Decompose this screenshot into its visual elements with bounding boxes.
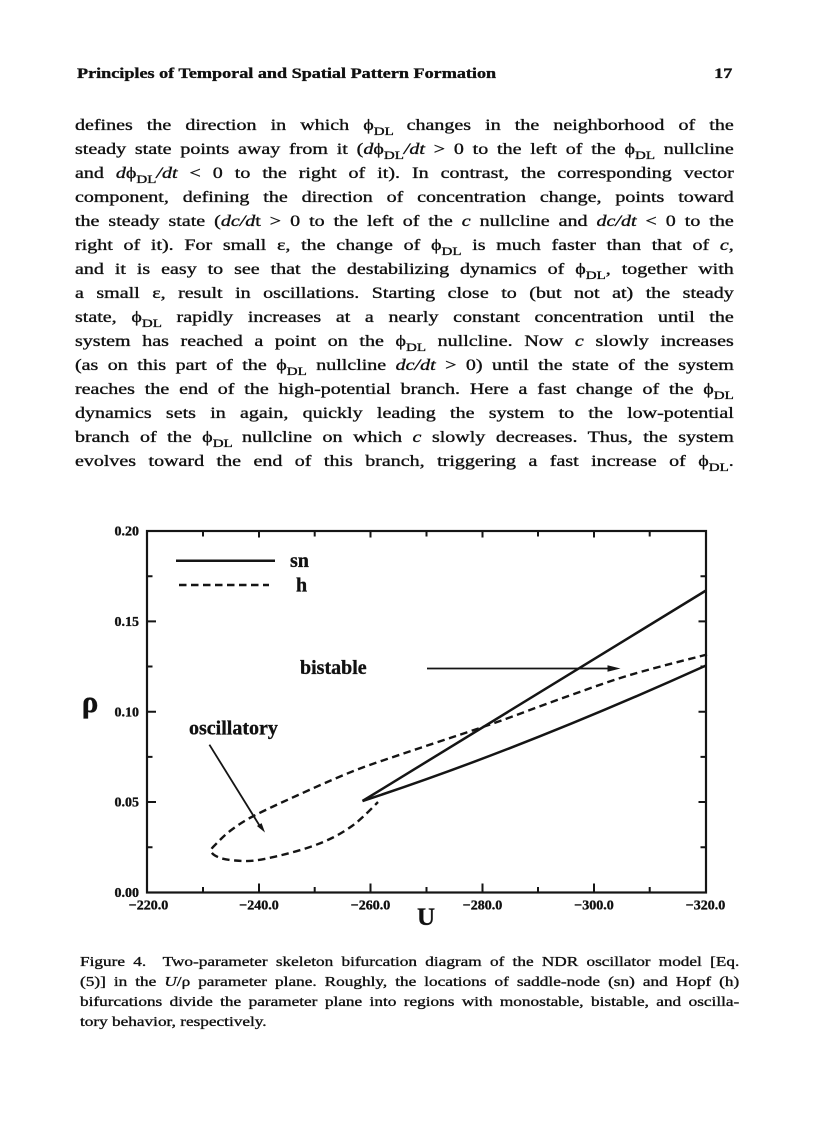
svg-text:0.00: 0.00 bbox=[115, 886, 140, 901]
svg-text:0.10: 0.10 bbox=[115, 705, 140, 720]
svg-text:−220.0: −220.0 bbox=[129, 899, 168, 914]
svg-text:−240.0: −240.0 bbox=[239, 899, 278, 914]
svg-text:ρ: ρ bbox=[82, 684, 99, 719]
svg-text:h: h bbox=[296, 575, 307, 597]
svg-text:0.05: 0.05 bbox=[115, 796, 140, 811]
svg-text:−320.0: −320.0 bbox=[686, 899, 725, 914]
svg-text:−260.0: −260.0 bbox=[351, 899, 390, 914]
svg-text:oscillatory: oscillatory bbox=[189, 718, 278, 740]
svg-text:−280.0: −280.0 bbox=[463, 899, 502, 914]
svg-text:sn: sn bbox=[290, 550, 309, 572]
svg-text:U: U bbox=[417, 904, 435, 931]
svg-text:−300.0: −300.0 bbox=[574, 899, 613, 914]
svg-text:0.20: 0.20 bbox=[115, 525, 140, 540]
svg-text:0.15: 0.15 bbox=[115, 615, 140, 630]
svg-text:bistable: bistable bbox=[300, 657, 367, 679]
